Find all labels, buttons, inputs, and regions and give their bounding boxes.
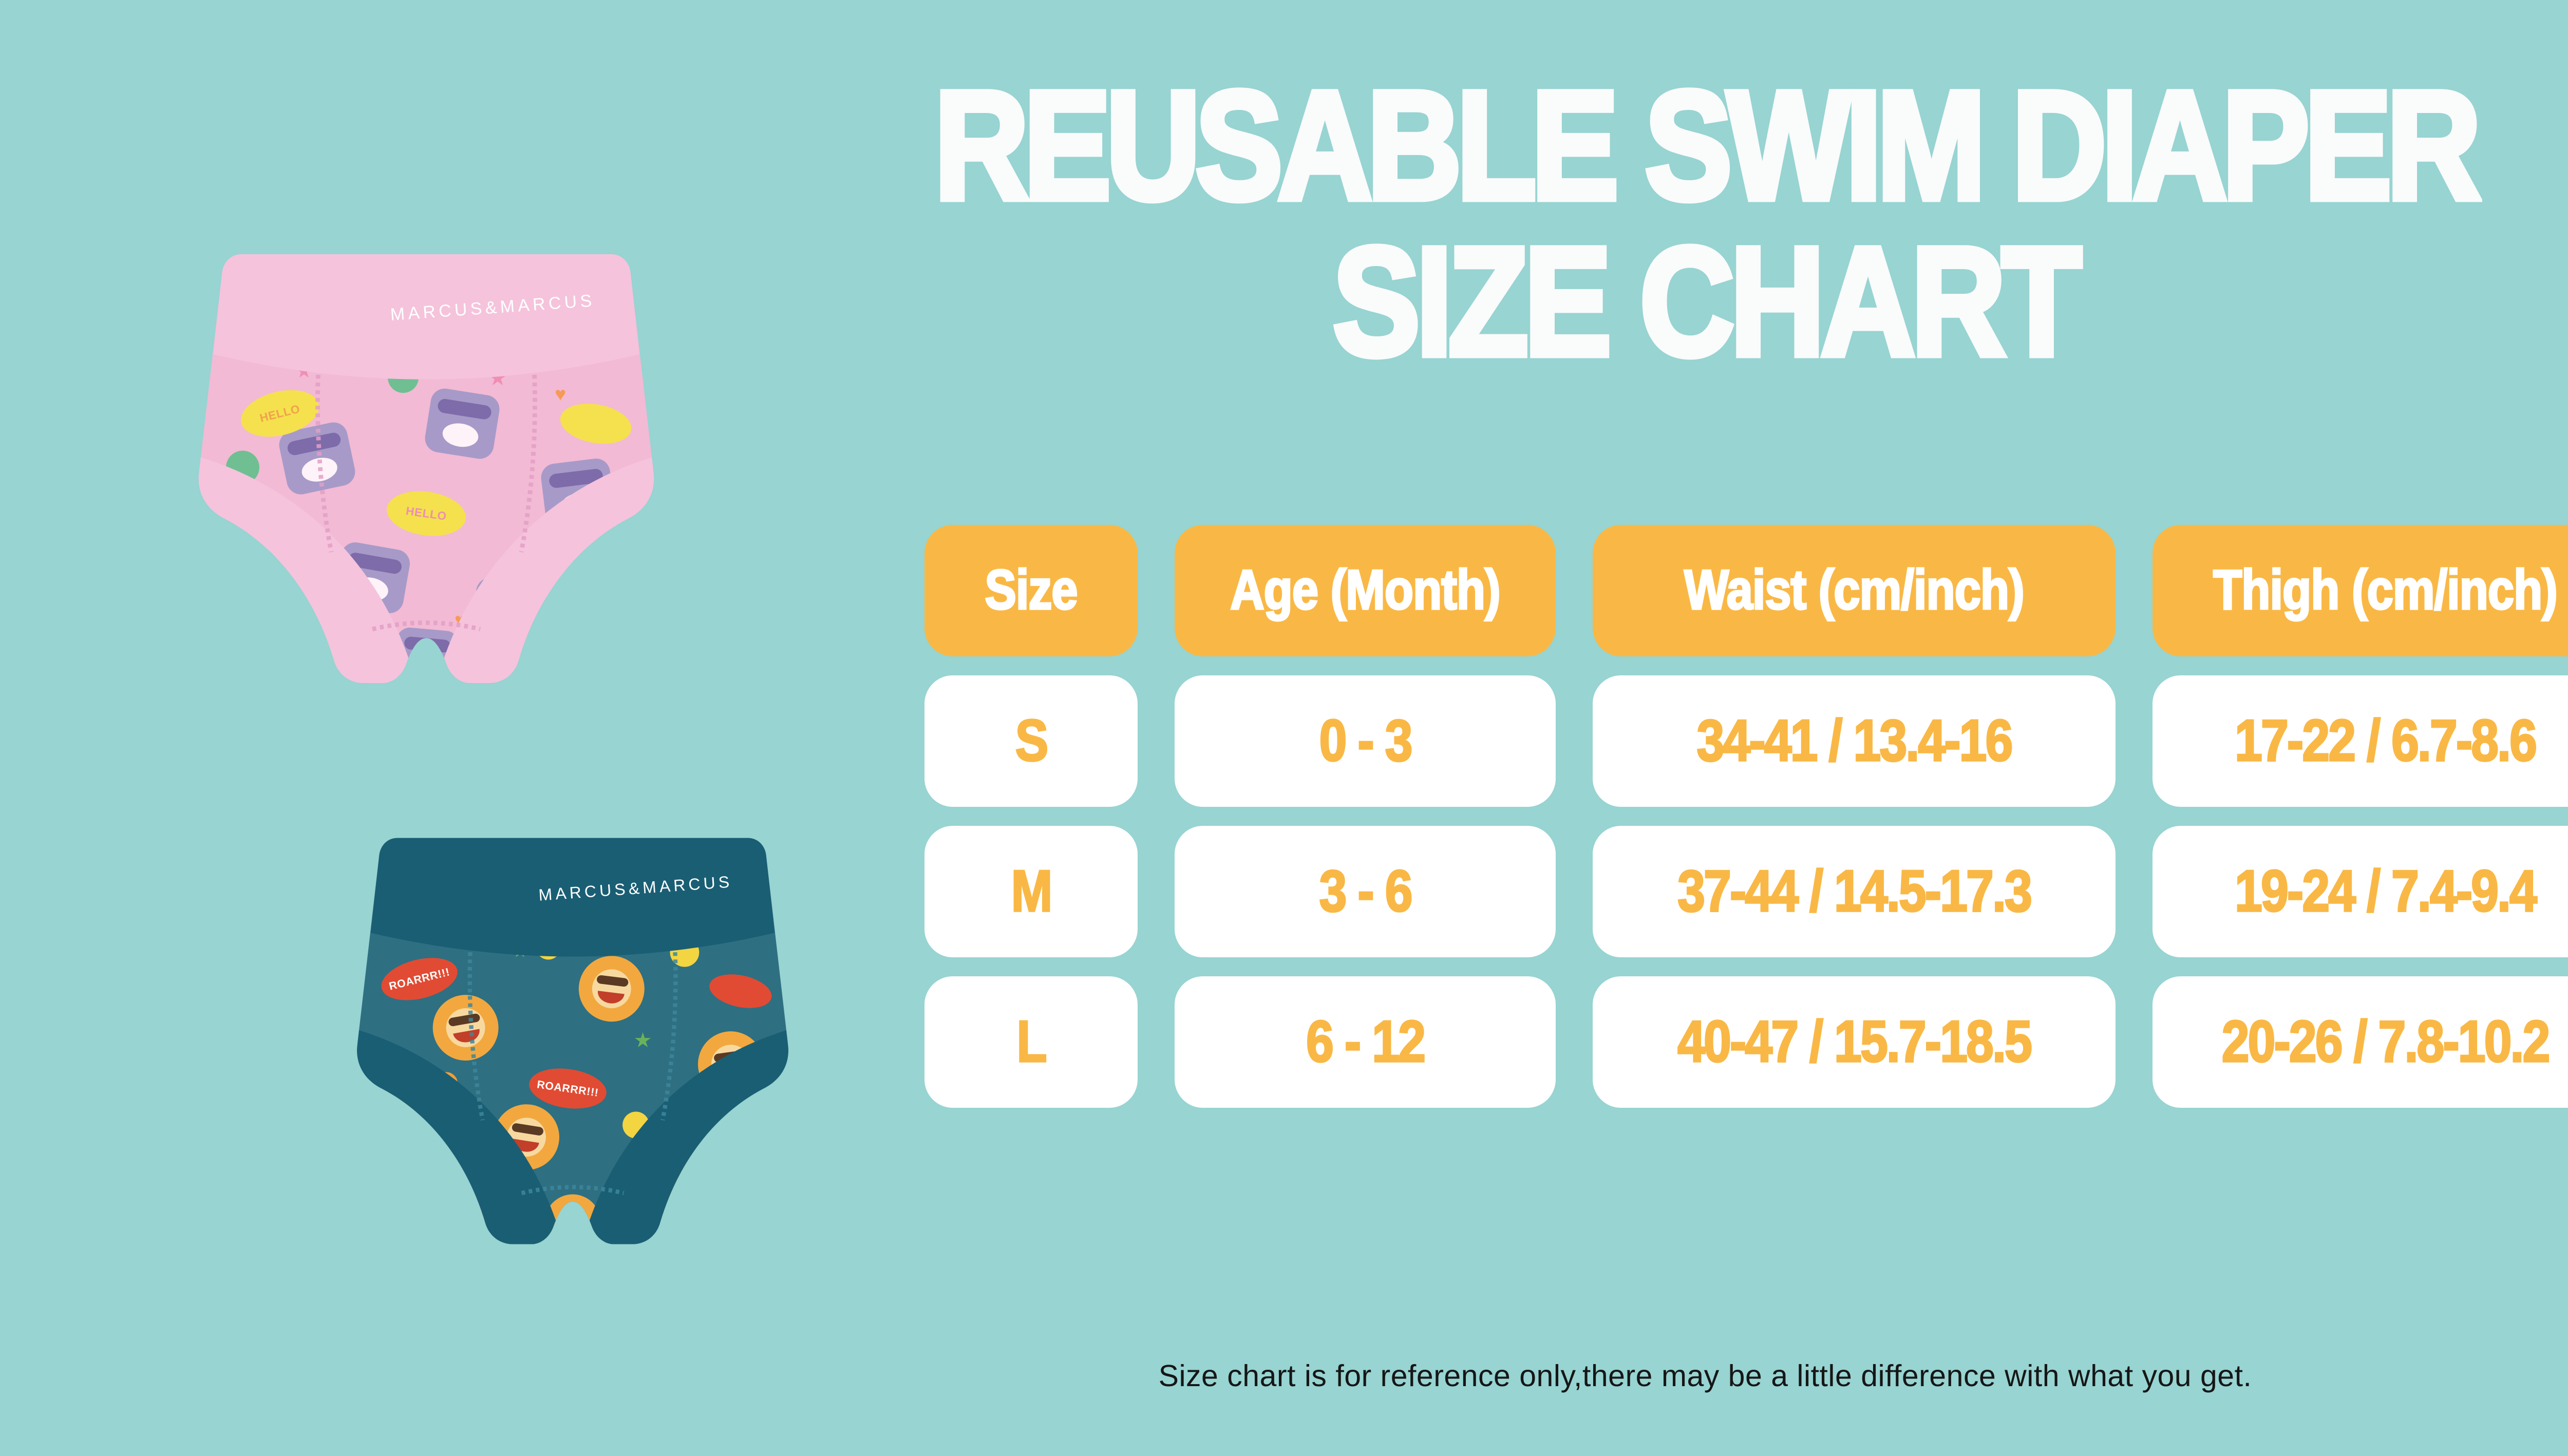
hello-blob-icon: HELLO xyxy=(241,390,319,437)
stitch-seam xyxy=(519,367,537,553)
teal-right-leg-panel xyxy=(587,1030,788,1244)
table-cell-waist-s: 34-41 / 13.4-16 xyxy=(1593,675,2116,807)
page-title-line1: REUSABLE SWIM DIAPER xyxy=(932,59,2484,232)
table-cell-thigh-m: 19-24 / 7.4-9.4 xyxy=(2152,826,2568,957)
pink-swim-diaper-image: HELLO HELLO xyxy=(169,221,683,709)
hello-blob-icon: HELLO xyxy=(387,491,466,536)
roar-blob-icon: ROARRR!!! xyxy=(381,958,458,1000)
table-cell-size-m: M xyxy=(924,826,1138,957)
header-cell-waist: Waist (cm/inch) xyxy=(1593,525,2116,656)
monster-icon xyxy=(279,422,355,495)
table-cell-waist-m: 37-44 / 14.5-17.3 xyxy=(1593,826,2116,957)
stitch-seam xyxy=(371,620,481,632)
table-cell-thigh-s: 17-22 / 6.7-8.6 xyxy=(2152,675,2568,807)
header-cell-age: Age (Month) xyxy=(1175,525,1556,656)
roar-blob-icon xyxy=(709,974,772,1008)
table-cell-age-s: 0 - 3 xyxy=(1175,675,1556,807)
star-icon: ★ xyxy=(417,1150,438,1177)
disclaimer-note: Size chart is for reference only,there m… xyxy=(1158,1359,2252,1393)
table-cell-size-l: L xyxy=(924,976,1138,1108)
page-title-line2: SIZE CHART xyxy=(1330,215,2085,388)
heart-icon: ♥ xyxy=(555,383,566,405)
teal-diaper-waistband xyxy=(370,838,775,957)
pink-swim-diaper-illustration: HELLO HELLO xyxy=(198,254,654,683)
table-cell-waist-l: 40-47 / 15.7-18.5 xyxy=(1593,976,2116,1108)
pink-left-leg-panel xyxy=(198,457,411,683)
pink-right-leg-panel xyxy=(442,457,654,683)
stitch-seam xyxy=(660,944,678,1121)
teal-swim-diaper-image: ROARRR!!! ROARRR!!! xyxy=(324,806,822,1269)
star-icon: ★ xyxy=(743,1108,761,1130)
star-icon: ★ xyxy=(633,1029,652,1052)
hello-blob-pattern: HELLO HELLO xyxy=(241,390,632,669)
octopus-icon xyxy=(607,530,636,559)
table-cell-thigh-l: 20-26 / 7.8-10.2 xyxy=(2152,976,2568,1108)
lion-icon xyxy=(432,995,499,1061)
stitch-seam xyxy=(315,367,334,553)
star-icon: ★ xyxy=(565,597,584,621)
teal-swim-diaper-illustration: ROARRR!!! ROARRR!!! xyxy=(357,838,788,1244)
table-cell-age-m: 3 - 6 xyxy=(1175,826,1556,957)
stitch-seam xyxy=(467,944,485,1121)
lion-icon xyxy=(578,956,645,1022)
hello-blob-icon xyxy=(560,404,632,444)
header-cell-size: Size xyxy=(924,525,1138,656)
header-cell-thigh: Thigh (cm/inch) xyxy=(2152,525,2568,656)
sun-icon xyxy=(745,1156,770,1182)
roar-blob-icon: ROARRR!!! xyxy=(529,1068,607,1109)
table-cell-age-l: 6 - 12 xyxy=(1175,976,1556,1108)
table-cell-size-s: S xyxy=(924,675,1138,807)
pink-diaper-waistband xyxy=(213,254,639,380)
teal-left-leg-panel xyxy=(357,1030,558,1244)
size-table: Size Age (Month) Waist (cm/inch) Thigh (… xyxy=(924,525,2568,1108)
stitch-seam xyxy=(521,1185,625,1196)
monster-icon xyxy=(425,388,500,459)
